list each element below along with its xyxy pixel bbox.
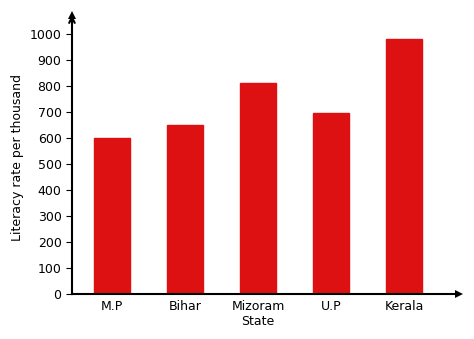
Bar [94, 138, 130, 294]
Bar [240, 83, 276, 294]
Y-axis label: Literacy rate per thousand: Literacy rate per thousand [11, 74, 24, 241]
Bar [167, 125, 203, 294]
Bar [386, 39, 422, 294]
Bar [313, 113, 349, 294]
